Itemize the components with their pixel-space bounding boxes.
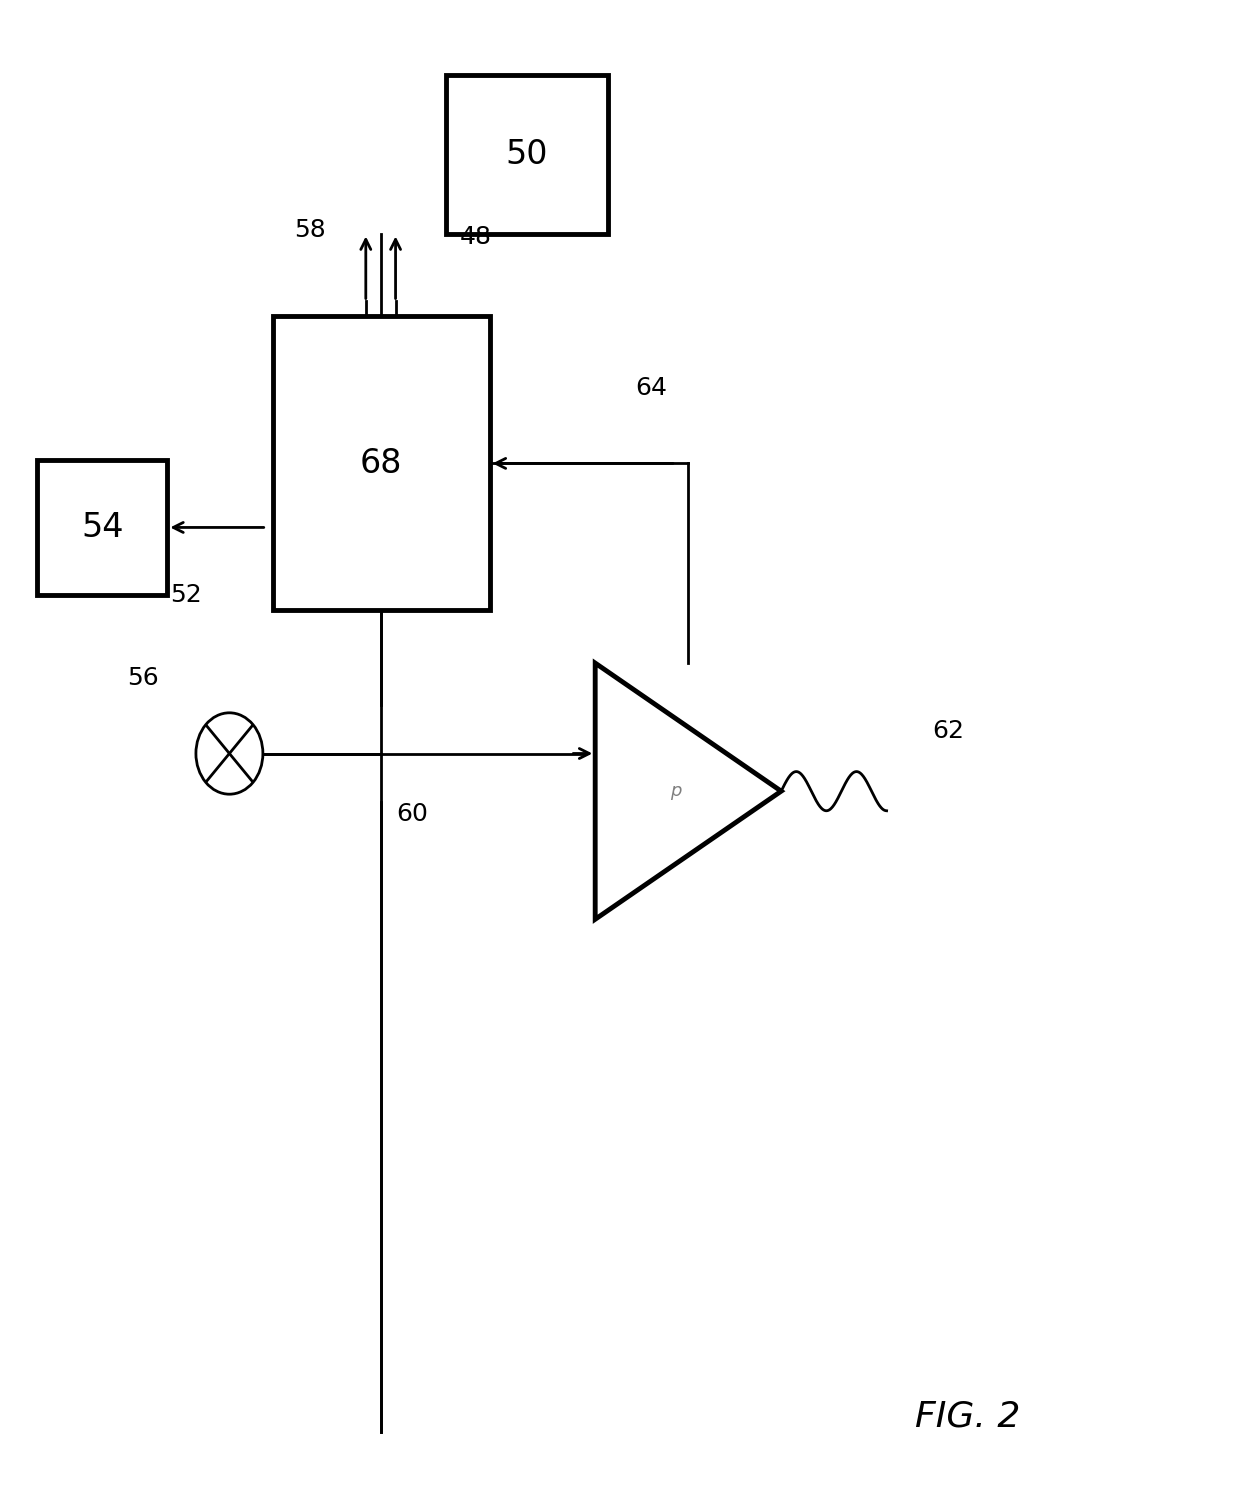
Text: p: p [670,782,682,800]
Polygon shape [595,663,781,919]
Text: 60: 60 [397,802,428,826]
Text: 62: 62 [932,719,965,743]
Text: FIG. 2: FIG. 2 [915,1400,1019,1433]
Text: 54: 54 [81,511,124,544]
Text: 56: 56 [126,666,159,690]
Text: 58: 58 [294,219,326,241]
Circle shape [196,713,263,794]
Bar [446,75,608,234]
Bar [37,460,167,595]
Bar [273,316,490,610]
Text: 68: 68 [360,448,403,479]
Text: 52: 52 [170,583,202,607]
Text: 64: 64 [635,377,667,399]
Text: 50: 50 [506,139,548,170]
Text: 48: 48 [460,226,492,249]
